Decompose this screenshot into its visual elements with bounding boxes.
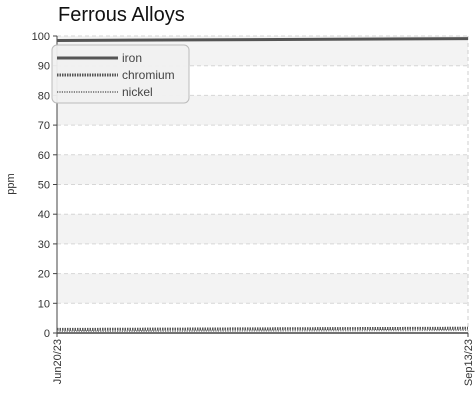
chart-band [57, 273, 468, 304]
chart-legend: iron chromium nickel [51, 44, 190, 104]
y-tick-label: 50 [38, 180, 50, 192]
y-tick-label: 10 [38, 298, 50, 310]
y-tick-labels: 0 10 20 30 40 50 60 70 80 90 100 [32, 31, 57, 340]
x-tick-label: Jun20/23 [52, 339, 64, 384]
chart-series [56, 37, 469, 333]
chart-title: Ferrous Alloys [58, 4, 185, 26]
y-tick-label: 0 [44, 328, 50, 340]
y-tick-label: 30 [38, 239, 50, 251]
y-axis-label: ppm [5, 173, 17, 194]
x-tick-labels: Jun20/23 Sep13/23 [52, 333, 475, 386]
chart-band [57, 214, 468, 244]
x-tick-label: Sep13/23 [463, 339, 475, 386]
y-tick-label: 60 [38, 150, 50, 162]
y-tick-label: 90 [38, 61, 50, 73]
chart-band [57, 154, 468, 185]
legend-label-nickel: nickel [122, 85, 153, 99]
series-line-chromium [56, 326, 469, 331]
y-tick-label: 70 [38, 120, 50, 132]
legend-label-chromium: chromium [122, 68, 175, 82]
series-line-iron [56, 37, 469, 42]
y-tick-label: 100 [32, 31, 50, 43]
legend-label-iron: iron [122, 51, 142, 65]
y-tick-label: 40 [38, 209, 50, 221]
y-tick-label: 80 [38, 90, 50, 102]
y-tick-label: 20 [38, 269, 50, 281]
